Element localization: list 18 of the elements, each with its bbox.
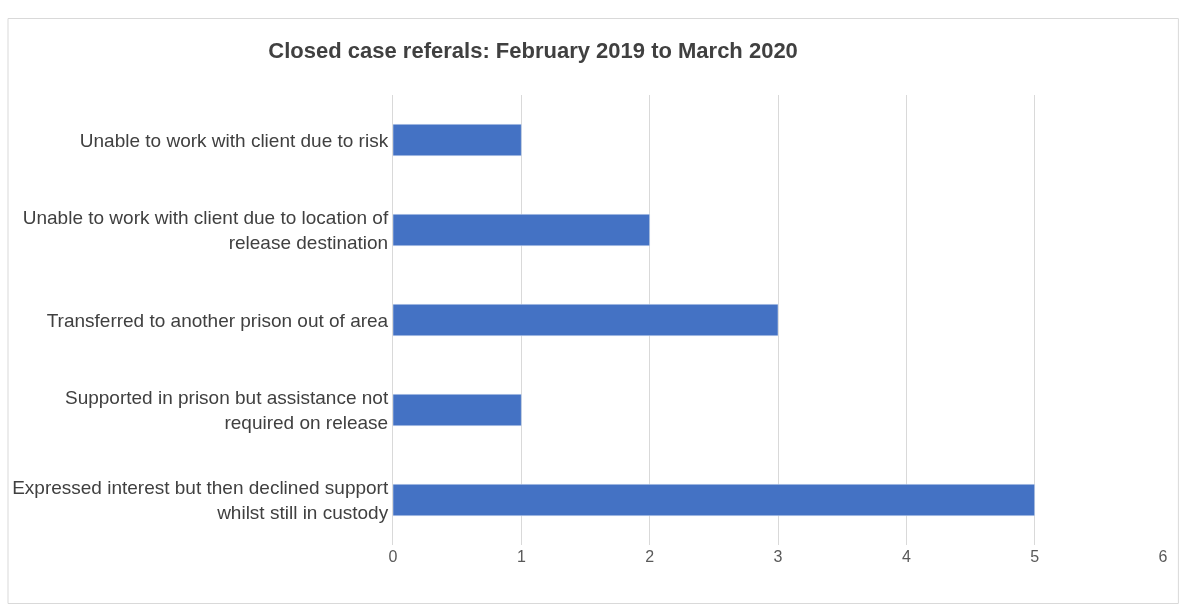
- y-tick-label: Expressed interest but then declined support whilst still in custody: [12, 477, 389, 523]
- bar: [393, 124, 522, 156]
- x-tick-label: 2: [645, 548, 655, 565]
- y-tick-label: Supported in prison but assistance not required on release: [64, 387, 389, 433]
- x-tick-label: 0: [388, 548, 398, 565]
- bar: [393, 214, 650, 246]
- bar: [393, 394, 522, 426]
- x-tick-label: 3: [773, 548, 783, 565]
- x-tick-label: 1: [516, 548, 526, 565]
- bar: [393, 484, 1035, 516]
- y-tick-label: Unable to work with client due to risk: [79, 129, 389, 151]
- bar: [393, 304, 779, 336]
- x-tick-label: 4: [901, 548, 911, 565]
- x-tick-label: 5: [1030, 548, 1040, 565]
- y-tick-label: Unable to work with client due to location of release destination: [22, 207, 389, 253]
- y-tick-label: Transferred to another prison out of area: [46, 309, 389, 331]
- chart-title: Closed case referals: February 2019 to March 2020: [268, 37, 798, 63]
- x-tick-label: 6: [1158, 548, 1168, 565]
